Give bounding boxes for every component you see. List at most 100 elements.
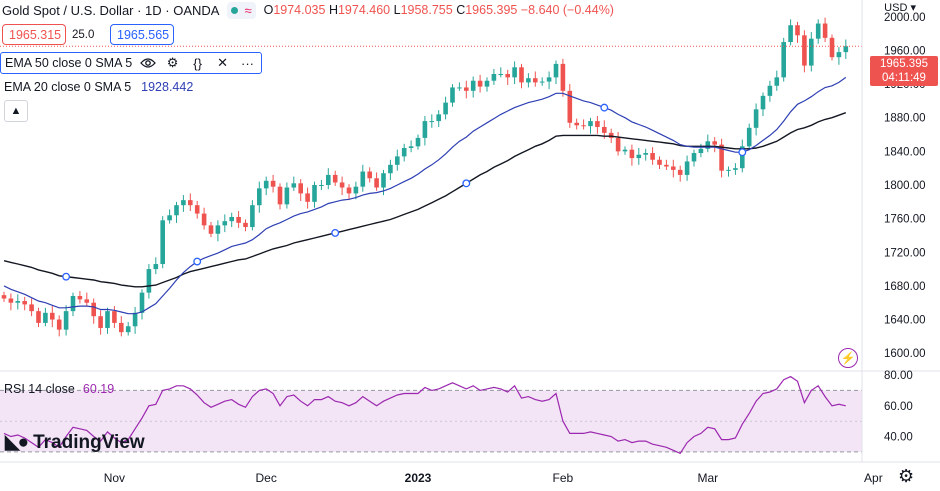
candle-body xyxy=(50,312,55,320)
candle-body xyxy=(484,80,490,87)
time-tick-label: Mar xyxy=(697,471,718,485)
candle-body xyxy=(277,186,283,205)
candle-body xyxy=(809,38,814,66)
indicator-ema50[interactable]: EMA 50 close 0 SMA 5 ⚙ {} ✕ ··· xyxy=(0,52,262,74)
chevron-up-icon: ▲ xyxy=(10,105,22,117)
candle-body xyxy=(539,81,545,83)
candle-body xyxy=(15,301,21,303)
candle-body xyxy=(125,326,131,333)
close-icon[interactable]: ✕ xyxy=(217,55,228,70)
candle-body xyxy=(56,319,62,330)
candle-body xyxy=(222,221,228,226)
candle-body xyxy=(684,161,690,175)
indicator-label: EMA 50 close 0 SMA 5 xyxy=(5,56,133,70)
candle-body xyxy=(450,87,455,103)
candle-body xyxy=(312,185,317,202)
candle-body xyxy=(567,90,573,123)
candle-body xyxy=(339,182,345,188)
collapse-indicators-button[interactable]: ▲ xyxy=(4,100,28,122)
chart-settings-gear-icon[interactable]: ⚙ xyxy=(898,466,915,486)
price-tick-label: 1960.00 xyxy=(884,45,926,57)
source-code-icon[interactable]: {} xyxy=(193,55,202,71)
indicator-ema20[interactable]: EMA 20 close 0 SMA 5 1928.442 xyxy=(0,80,193,94)
candle-body xyxy=(270,180,276,187)
candle-body xyxy=(201,213,207,226)
price-tick-label: 1880.00 xyxy=(884,113,926,125)
candle-body xyxy=(553,63,559,78)
candle-body xyxy=(636,154,642,159)
candle-body xyxy=(781,42,786,78)
candle-body xyxy=(608,132,614,138)
candle-body xyxy=(477,80,483,87)
candle-body xyxy=(664,164,669,167)
candle-body xyxy=(188,200,193,206)
candle-body xyxy=(139,292,145,313)
candle-body xyxy=(284,187,290,205)
more-icon[interactable]: ··· xyxy=(241,55,255,71)
market-status-pill[interactable]: ≈ xyxy=(227,1,256,19)
candle-body xyxy=(291,183,297,188)
candle-body xyxy=(671,166,676,170)
candle-body xyxy=(505,74,510,78)
candle-body xyxy=(395,156,400,165)
candle-body xyxy=(236,216,241,223)
candle-body xyxy=(733,168,738,170)
ohlc-values: O1974.035 H1974.460 L1958.755 C1965.395 … xyxy=(263,3,614,17)
candle-body xyxy=(602,126,607,133)
candle-body xyxy=(464,87,469,91)
candle-body xyxy=(588,121,593,127)
chart-header: Gold Spot / U.S. Dollar · 1D · OANDA ≈ O… xyxy=(0,0,614,20)
time-tick-label: Dec xyxy=(256,471,277,485)
candle-body xyxy=(346,187,352,194)
lightning-icon[interactable]: ⚡ xyxy=(838,348,858,368)
candle-body xyxy=(332,174,338,183)
tradingview-logo[interactable]: ◣● TradingView xyxy=(5,431,145,454)
candle-body xyxy=(843,46,849,53)
candle-body xyxy=(698,148,704,154)
candle-body xyxy=(691,153,697,162)
price-change: −8.640 (−0.44%) xyxy=(520,3,614,17)
candle-body xyxy=(243,222,248,228)
candle-body xyxy=(795,25,800,36)
candle-body xyxy=(381,173,386,188)
time-tick-label: Apr xyxy=(864,471,883,485)
time-tick-label: Nov xyxy=(104,471,125,485)
candle-body xyxy=(174,205,179,216)
candle-body xyxy=(629,149,635,159)
bid-button[interactable]: 1965.315 xyxy=(2,24,66,45)
candle-body xyxy=(574,122,579,126)
candle-body xyxy=(712,141,717,145)
gear-icon[interactable]: ⚙ xyxy=(166,55,179,70)
candle-body xyxy=(70,296,76,312)
candle-body xyxy=(401,148,407,157)
candle-body xyxy=(326,174,331,185)
candle-body xyxy=(353,186,359,194)
price-tick-label: 1680.00 xyxy=(884,281,926,293)
indicator-label: EMA 20 close 0 SMA 5 xyxy=(4,80,132,94)
eye-icon[interactable] xyxy=(138,54,157,72)
candle-body xyxy=(615,137,621,152)
candle-body xyxy=(319,185,324,186)
candle-body xyxy=(760,95,766,110)
currency-selector[interactable]: USD ▾ xyxy=(884,2,916,14)
candle-body xyxy=(746,127,752,147)
logo-text: TradingView xyxy=(33,431,145,453)
price-tick-label: 1640.00 xyxy=(884,315,926,327)
last-price: 1965.395 xyxy=(880,58,928,70)
candle-body xyxy=(91,302,96,317)
ema-marker xyxy=(331,228,340,237)
candle-body xyxy=(257,188,262,206)
candle-body xyxy=(43,312,48,323)
rsi-legend[interactable]: RSI 14 close 60.19 xyxy=(4,382,114,396)
candle-body xyxy=(215,225,221,234)
candle-body xyxy=(677,169,683,175)
candle-body xyxy=(491,74,497,81)
candle-body xyxy=(443,102,448,115)
ask-button[interactable]: 1965.565 xyxy=(110,24,174,45)
candle-body xyxy=(595,121,600,127)
indicator-value: 1928.442 xyxy=(141,80,194,94)
candle-body xyxy=(815,23,821,39)
symbol-title[interactable]: Gold Spot / U.S. Dollar · 1D · OANDA xyxy=(2,2,220,18)
candle-body xyxy=(774,77,780,86)
